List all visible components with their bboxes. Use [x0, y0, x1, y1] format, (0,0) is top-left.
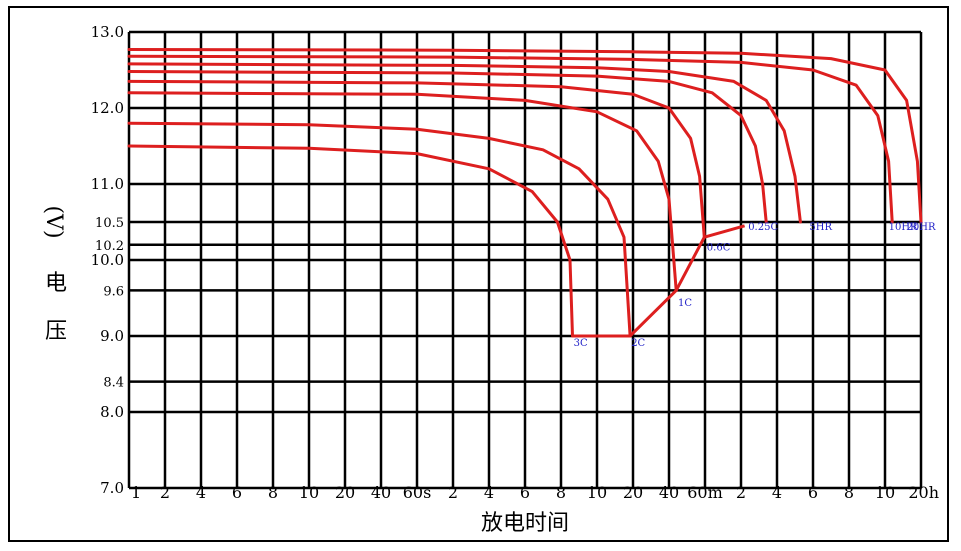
curve-end-label-1: 2C [631, 338, 645, 349]
curve-3c [127, 144, 574, 338]
x-tick-label-16: 60m [687, 483, 723, 502]
x-tick-label-12: 8 [556, 483, 566, 502]
y-tick-label-0: 13.0 [91, 23, 124, 41]
y-axis-title-part-2: 压 [45, 319, 67, 344]
x-tick-label-10: 4 [484, 483, 494, 502]
x-tick-label-18: 4 [772, 483, 782, 502]
x-tick-label-9: 2 [448, 483, 458, 502]
curve-end-label-5: 5HR [809, 222, 832, 233]
x-tick-label-0: 1 [131, 483, 141, 502]
x-tick-label-4: 8 [268, 483, 278, 502]
curve-0_6c [127, 79, 706, 239]
curve-end-label-0: 3C [574, 338, 588, 349]
curve-1c [127, 91, 678, 292]
curve-20hr [127, 48, 923, 224]
curve-end-label-7: 20HR [907, 222, 936, 233]
x-tick-label-6: 20 [335, 483, 355, 502]
curve-end-label-6: 10HR [889, 222, 918, 233]
x-tick-label-22: 20h [908, 483, 939, 502]
curve-5hr [127, 62, 802, 224]
curve-2c [127, 121, 632, 338]
y-tick-label-4: 10.2 [95, 239, 124, 254]
curve-end-label-3: 0.6C [707, 242, 731, 253]
curve-end-label-4: 0.25C [748, 222, 778, 233]
y-axis-title-part-0: (V) [41, 205, 66, 238]
y-axis-title-part-1: 电 [45, 271, 67, 296]
x-tick-label-17: 2 [736, 483, 746, 502]
x-tick-label-11: 6 [520, 483, 530, 502]
y-tick-label-1: 12.0 [91, 99, 124, 117]
end-voltage-line [572, 224, 746, 338]
x-tick-label-13: 10 [587, 483, 607, 502]
y-tick-label-10: 7.0 [100, 479, 124, 497]
y-tick-label-7: 9.0 [100, 327, 124, 345]
curve-10hr [127, 54, 894, 224]
y-tick-label-6: 9.6 [103, 284, 124, 299]
x-tick-label-19: 6 [808, 483, 818, 502]
y-tick-label-2: 11.0 [91, 175, 124, 193]
y-tick-label-3: 10.5 [95, 216, 124, 231]
x-tick-label-20: 8 [844, 483, 854, 502]
x-tick-label-7: 40 [371, 483, 391, 502]
x-tick-label-3: 6 [232, 483, 242, 502]
curve-end-label-2: 1C [678, 298, 692, 309]
y-tick-label-5: 10.0 [91, 251, 124, 269]
y-tick-label-9: 8.0 [100, 403, 124, 421]
curve-0_25c [127, 70, 768, 224]
x-tick-label-5: 10 [299, 483, 319, 502]
y-tick-label-8: 8.4 [103, 376, 124, 391]
x-axis-title: 放电时间 [481, 511, 569, 536]
x-tick-label-15: 40 [659, 483, 679, 502]
x-tick-label-21: 10 [875, 483, 895, 502]
x-tick-label-14: 20 [623, 483, 643, 502]
x-tick-label-2: 4 [196, 483, 206, 502]
x-tick-label-8: 60s [403, 483, 432, 502]
x-tick-label-1: 2 [160, 483, 170, 502]
